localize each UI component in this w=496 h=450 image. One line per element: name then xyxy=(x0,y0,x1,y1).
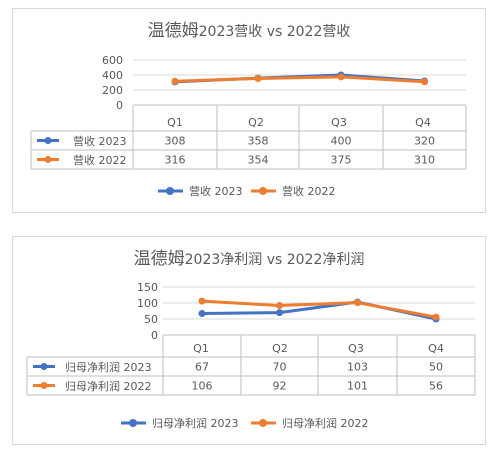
net-profit-chart: 温德姆2023净利润 vs 2022净利润 150 100 50 0 Q1 Q2… xyxy=(26,249,476,430)
table-row-label: 归母净利润 2023 xyxy=(65,360,152,374)
legend-item: 归母净利润 2022 xyxy=(251,416,369,430)
y-tick-label: 150 xyxy=(137,281,158,294)
data-point xyxy=(254,74,262,82)
legend-label: 归母净利润 2023 xyxy=(152,416,239,430)
table-row-marker xyxy=(40,382,48,389)
table-cell: 375 xyxy=(331,154,352,167)
series-line xyxy=(201,299,437,319)
legend-item: 营收 2023 xyxy=(158,184,243,198)
table-cell: 316 xyxy=(165,154,186,167)
legend-label: 营收 2022 xyxy=(282,184,336,198)
table-header-q4: Q4 xyxy=(428,342,444,355)
table-header-q1: Q1 xyxy=(167,116,183,129)
table-row-label: 营收 2023 xyxy=(73,134,127,148)
legend-label: 归母净利润 2022 xyxy=(282,416,369,430)
y-tick-labels: 600 400 200 0 xyxy=(102,54,123,112)
data-point xyxy=(198,297,206,305)
legend-marker xyxy=(259,419,267,427)
revenue-chart-card: 温德姆2023营收 vs 2022营收 600 400 200 0 Q1 Q2 … xyxy=(12,8,486,213)
table-header-q4: Q4 xyxy=(415,116,431,129)
table-row-label: 归母净利润 2022 xyxy=(65,379,152,393)
data-point xyxy=(421,78,428,86)
data-point xyxy=(432,313,440,321)
table-cell: 67 xyxy=(195,361,209,374)
y-tick-label: 50 xyxy=(144,313,158,326)
legend-label: 营收 2023 xyxy=(189,184,243,198)
table-cell: 358 xyxy=(248,135,269,148)
table-cell: 400 xyxy=(331,135,352,148)
table-cell: 92 xyxy=(273,380,287,393)
legend-marker xyxy=(129,419,137,427)
y-tick-label: 0 xyxy=(116,99,123,112)
y-tick-label: 200 xyxy=(102,84,123,97)
legend-item: 营收 2022 xyxy=(251,184,336,198)
legend-marker xyxy=(259,187,267,195)
table-row-marker xyxy=(44,156,52,163)
legend-item: 归母净利润 2023 xyxy=(121,416,239,430)
data-point xyxy=(198,310,206,318)
series-line xyxy=(174,75,425,84)
data-point xyxy=(337,73,345,81)
table-header-q3: Q3 xyxy=(331,116,347,129)
net-profit-chart-card: 温德姆2023净利润 vs 2022净利润 150 100 50 0 Q1 Q2… xyxy=(12,236,486,445)
table-row-label: 营收 2022 xyxy=(73,153,127,167)
table-cell: 354 xyxy=(248,154,269,167)
table-row-marker xyxy=(44,137,52,144)
data-table: Q1 Q2 Q3 Q4 归母净利润 2023 归母净利润 2022 67 70 10… xyxy=(26,334,476,396)
table-header-q3: Q3 xyxy=(348,342,364,355)
table-cell: 310 xyxy=(414,154,435,167)
y-tick-labels: 150 100 50 0 xyxy=(137,281,158,342)
legend: 归母净利润 2023 归母净利润 2022 xyxy=(121,416,369,430)
y-tick-label: 100 xyxy=(137,297,158,310)
y-tick-label: 0 xyxy=(151,329,158,342)
y-tick-label: 400 xyxy=(102,69,123,82)
table-row-marker xyxy=(40,363,48,370)
y-tick-label: 600 xyxy=(102,54,123,67)
chart-title-main: 温德姆 xyxy=(134,249,185,269)
data-point xyxy=(276,302,283,310)
data-point xyxy=(171,77,179,85)
table-header-q2: Q2 xyxy=(248,116,264,129)
data-point xyxy=(354,299,361,307)
legend-marker xyxy=(166,187,174,195)
series-lines xyxy=(171,71,428,86)
table-cell: 56 xyxy=(429,380,443,393)
chart-title: 温德姆2023营收 vs 2022营收 xyxy=(148,21,351,41)
series-lines xyxy=(198,297,440,323)
table-cell: 101 xyxy=(347,380,368,393)
chart-title-rest: 2023营收 vs 2022营收 xyxy=(199,24,351,40)
table-cell: 106 xyxy=(192,380,213,393)
table-header-q1: Q1 xyxy=(193,342,209,355)
table-cell: 103 xyxy=(347,361,368,374)
table-cell: 50 xyxy=(429,361,443,374)
chart-title: 温德姆2023净利润 vs 2022净利润 xyxy=(134,249,365,269)
table-cell: 320 xyxy=(414,135,435,148)
legend: 营收 2023 营收 2022 xyxy=(158,184,336,198)
y-gridlines xyxy=(163,286,475,336)
table-cell: 70 xyxy=(273,361,287,374)
table-cell: 308 xyxy=(165,135,186,148)
data-point xyxy=(276,309,283,317)
revenue-chart: 温德姆2023营收 vs 2022营收 600 400 200 0 Q1 Q2 … xyxy=(30,21,467,198)
table-header-q2: Q2 xyxy=(272,342,288,355)
chart-title-rest: 2023净利润 vs 2022净利润 xyxy=(185,252,365,268)
data-table: Q1 Q2 Q3 Q4 营收 2023 营收 2022 308 358 400 320… xyxy=(30,104,467,170)
chart-title-main: 温德姆 xyxy=(148,21,199,41)
